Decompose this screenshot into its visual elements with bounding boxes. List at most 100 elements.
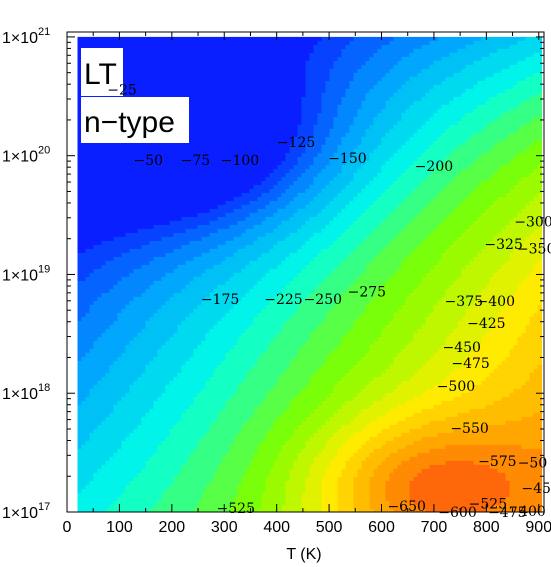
contour-cell — [201, 460, 207, 466]
contour-cell — [97, 392, 103, 398]
contour-cell — [93, 320, 99, 326]
contour-cell — [173, 188, 179, 194]
contour-cell — [177, 196, 183, 202]
contour-cell — [189, 172, 195, 178]
contour-cell — [117, 212, 123, 218]
contour-cell — [165, 480, 171, 486]
contour-cell — [213, 456, 219, 462]
contour-cell — [145, 400, 151, 406]
contour-cell — [237, 372, 243, 378]
contour-cell — [233, 280, 239, 286]
contour-cell — [177, 460, 183, 466]
contour-cell — [169, 76, 175, 82]
contour-cell — [221, 428, 227, 434]
contour-cell — [209, 248, 215, 254]
contour-cell — [105, 408, 111, 414]
contour-cell — [209, 176, 215, 182]
contour-cell — [117, 464, 123, 470]
contour-cell — [157, 344, 163, 350]
contour-cell — [197, 212, 203, 218]
contour-cell — [217, 200, 223, 206]
contour-cell — [121, 500, 127, 506]
contour-cell — [233, 224, 239, 230]
contour-cell — [193, 396, 199, 402]
contour-cell — [129, 268, 135, 274]
contour-cell — [217, 224, 223, 230]
contour-cell — [141, 208, 147, 214]
contour-cell — [229, 408, 235, 414]
contour-cell — [201, 108, 207, 114]
contour-cell — [181, 424, 187, 430]
contour-cell — [201, 160, 207, 166]
contour-cell — [193, 496, 199, 502]
contour-cell — [137, 448, 143, 454]
contour-cell — [225, 252, 231, 258]
contour-cell — [237, 404, 243, 410]
contour-cell — [101, 312, 107, 318]
contour-cell — [237, 296, 243, 302]
contour-cell — [237, 492, 243, 498]
contour-cell — [137, 432, 143, 438]
contour-cell — [125, 408, 131, 414]
contour-cell — [181, 460, 187, 466]
contour-cell — [233, 396, 239, 402]
contour-cell — [229, 272, 235, 278]
contour-cell — [105, 228, 111, 234]
contour-cell — [185, 320, 191, 326]
contour-cell — [233, 100, 239, 106]
contour-cell — [205, 452, 211, 458]
contour-cell — [77, 336, 83, 342]
contour-cell — [177, 156, 183, 162]
contour-cell — [181, 268, 187, 274]
contour-cell — [185, 220, 191, 226]
contour-cell — [145, 456, 151, 462]
contour-cell — [185, 56, 191, 62]
contour-cell — [217, 292, 223, 298]
contour-cell — [93, 220, 99, 226]
contour-cell — [225, 476, 231, 482]
contour-cell — [121, 448, 127, 454]
contour-cell — [185, 496, 191, 502]
contour-cell — [185, 244, 191, 250]
contour-cell — [105, 340, 111, 346]
contour-cell — [109, 392, 115, 398]
contour-cell — [229, 164, 235, 170]
contour-cell — [97, 464, 103, 470]
contour-cell — [161, 200, 167, 206]
contour-cell — [181, 388, 187, 394]
contour-cell — [181, 256, 187, 262]
contour-cell — [189, 292, 195, 298]
contour-cell — [189, 204, 195, 210]
contour-cell — [169, 268, 175, 274]
contour-cell — [209, 256, 215, 262]
contour-cell — [113, 396, 119, 402]
contour-cell — [125, 168, 131, 174]
contour-cell — [129, 436, 135, 442]
contour-cell — [125, 252, 131, 258]
contour-cell — [133, 420, 139, 426]
contour-cell — [241, 104, 247, 110]
contour-cell — [233, 80, 239, 86]
contour-cell — [105, 288, 111, 294]
contour-cell — [193, 416, 199, 422]
contour-cell — [213, 108, 219, 114]
contour-cell — [77, 132, 83, 138]
contour-cell — [125, 196, 131, 202]
contour-cell — [177, 416, 183, 422]
contour-cell — [97, 296, 103, 302]
contour-cell — [157, 256, 163, 262]
contour-cell — [77, 232, 83, 238]
contour-cell — [193, 120, 199, 126]
contour-cell — [149, 280, 155, 286]
contour-cell — [197, 388, 203, 394]
contour-cell — [145, 200, 151, 206]
contour-cell — [221, 312, 227, 318]
contour-cell — [101, 364, 107, 370]
contour-cell — [109, 396, 115, 402]
contour-cell — [205, 188, 211, 194]
contour-cell — [185, 368, 191, 374]
contour-cell — [165, 364, 171, 370]
contour-cell — [233, 328, 239, 334]
contour-cell — [173, 416, 179, 422]
contour-cell — [185, 160, 191, 166]
